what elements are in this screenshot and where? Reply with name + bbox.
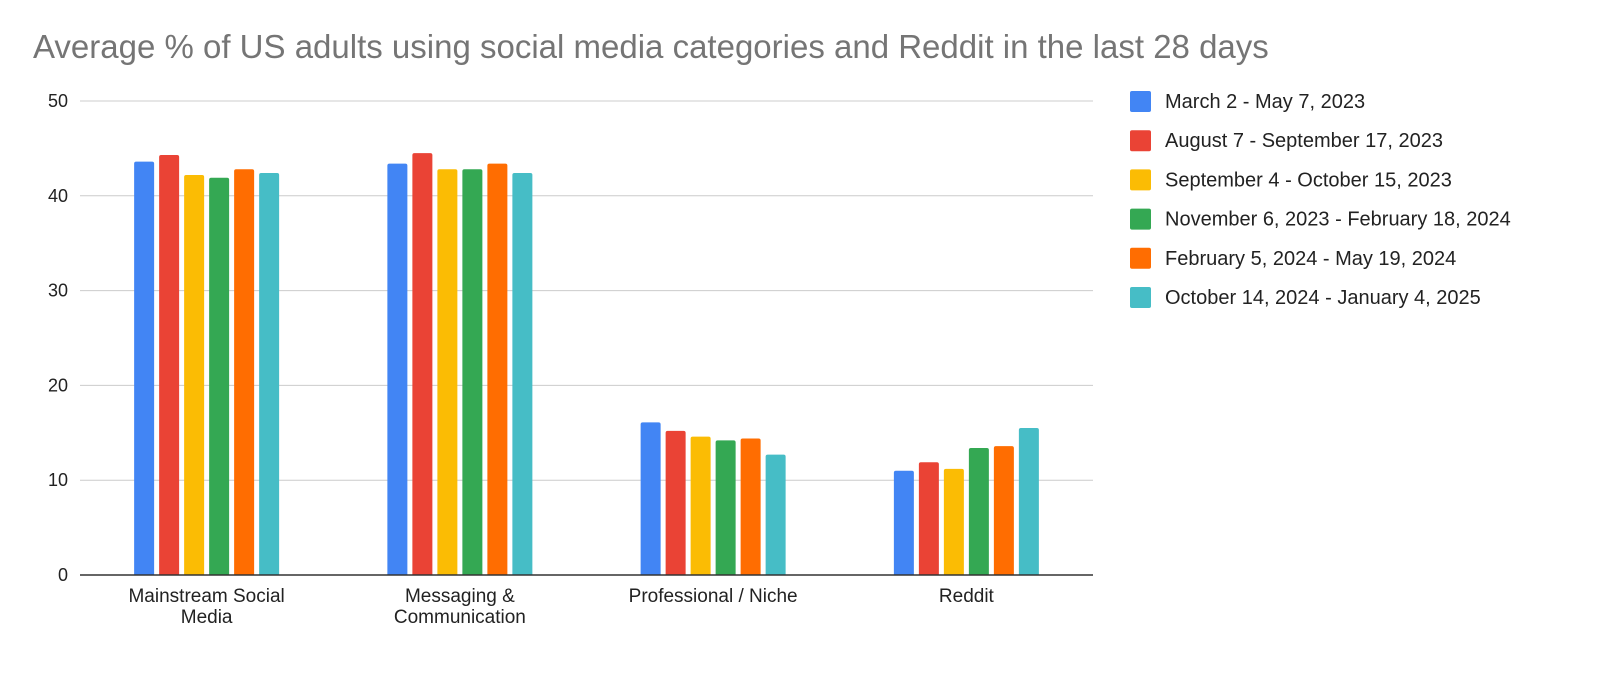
chart-title: Average % of US adults using social medi… — [33, 28, 1269, 65]
legend-swatch — [1130, 130, 1151, 152]
bar — [512, 173, 533, 575]
bar — [487, 163, 508, 575]
legend-swatch — [1130, 247, 1151, 269]
y-tick-label: 30 — [48, 281, 68, 301]
bar — [134, 161, 155, 575]
bar — [462, 169, 483, 576]
bar — [690, 436, 711, 575]
legend-label: February 5, 2024 - May 19, 2024 — [1165, 248, 1456, 270]
bar — [184, 174, 205, 575]
x-tick-label: Media — [181, 607, 233, 628]
bar — [259, 173, 280, 575]
bar — [437, 169, 458, 576]
legend-label: November 6, 2023 - February 18, 2024 — [1165, 209, 1511, 231]
bar — [943, 468, 964, 575]
y-tick-label: 40 — [48, 186, 68, 206]
x-tick-label: Reddit — [939, 586, 995, 607]
bar — [1018, 428, 1039, 575]
y-axis-ticks: 0 10 20 30 40 50 — [48, 91, 68, 585]
bar — [968, 447, 989, 575]
bar — [893, 470, 914, 575]
legend-label: October 14, 2024 - January 4, 2025 — [1165, 287, 1481, 309]
bar — [159, 155, 180, 575]
bar — [640, 422, 661, 575]
legend-swatch — [1130, 208, 1151, 230]
bar — [665, 430, 686, 575]
y-tick-label: 0 — [58, 565, 68, 585]
y-tick-label: 50 — [48, 91, 68, 111]
bar — [387, 163, 408, 575]
bar — [715, 440, 736, 575]
legend-swatch — [1130, 169, 1151, 191]
x-tick-label: Messaging & — [405, 586, 515, 607]
y-tick-label: 10 — [48, 470, 68, 490]
bar — [209, 177, 230, 575]
bar — [765, 454, 786, 575]
legend-label: September 4 - October 15, 2023 — [1165, 169, 1452, 191]
legend-swatch — [1130, 91, 1151, 112]
bar — [993, 446, 1014, 575]
x-tick-label: Communication — [394, 607, 526, 628]
bar — [918, 462, 939, 575]
x-tick-label: Professional / Niche — [629, 586, 798, 607]
x-tick-label: Mainstream Social — [128, 586, 284, 607]
bar — [234, 169, 255, 576]
legend-swatch — [1130, 287, 1151, 308]
bars — [134, 153, 1039, 576]
legend-label: August 7 - September 17, 2023 — [1165, 130, 1443, 152]
legend-label: March 2 - May 7, 2023 — [1165, 91, 1365, 113]
legend: March 2 - May 7, 2023 August 7 - Septembe… — [1130, 91, 1511, 309]
y-tick-label: 20 — [48, 375, 68, 395]
bar — [412, 153, 433, 575]
gridlines — [80, 100, 1093, 481]
bar — [740, 438, 761, 575]
